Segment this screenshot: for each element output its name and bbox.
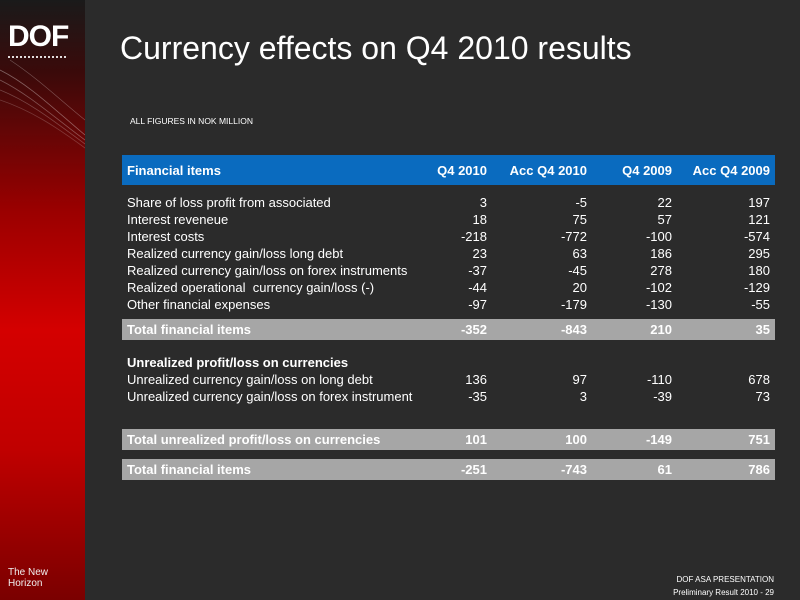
row-label: Realized operational currency gain/loss … (127, 280, 375, 295)
row-label: Unrealized currency gain/loss on forex i… (127, 389, 413, 404)
spacer-row (122, 450, 775, 459)
cell-value: -179 (560, 297, 587, 312)
cell-value: 75 (572, 212, 587, 227)
cell-value: 121 (748, 212, 770, 227)
column-header: Acc Q4 2010 (509, 162, 587, 178)
column-header: Financial items (127, 162, 221, 178)
column-header: Acc Q4 2009 (692, 162, 770, 178)
cell-value: -102 (645, 280, 672, 295)
row-label: Interest reveneue (127, 212, 229, 227)
table-row: Share of loss profit from associated 3 -… (122, 194, 775, 211)
cell-value: -110 (646, 372, 672, 387)
cell-value: -97 (468, 297, 487, 312)
cell-value: -352 (460, 322, 487, 337)
cell-value: -574 (743, 229, 770, 244)
cell-value: 35 (755, 322, 770, 337)
cell-value: 97 (572, 372, 587, 387)
cell-value: -130 (645, 297, 672, 312)
cell-value: 295 (748, 246, 770, 261)
cell-value: -843 (560, 322, 587, 337)
row-label: Total financial items (127, 462, 252, 477)
table-row: Realized currency gain/loss on forex ins… (122, 262, 775, 279)
row-label: Interest costs (127, 229, 205, 244)
cell-value: 751 (748, 432, 770, 447)
cell-value: 57 (657, 212, 672, 227)
cell-value: 23 (472, 246, 487, 261)
section-heading-row: Unrealized profit/loss on currencies (122, 354, 775, 371)
spacer-row (122, 405, 775, 429)
logo-text: DOF (8, 20, 69, 53)
cell-value: -743 (560, 462, 587, 477)
cell-value: -100 (645, 229, 672, 244)
sidebar-band: DOF The New Horizon (0, 0, 85, 600)
table-row: Interest reveneue 18 75 57 121 (122, 211, 775, 228)
cell-value: -5 (575, 195, 587, 210)
column-header: Q4 2010 (437, 162, 487, 178)
units-note: ALL FIGURES IN NOK MILLION (130, 116, 253, 126)
cell-value: 101 (465, 432, 487, 447)
cell-value: 100 (565, 432, 587, 447)
cell-value: 73 (755, 389, 770, 404)
row-label: Other financial expenses (127, 297, 271, 312)
cell-value: 3 (479, 195, 487, 210)
footer-page-label: Preliminary Result 2010 - 29 (673, 588, 774, 597)
table-row: Unrealized currency gain/loss on forex i… (122, 388, 775, 405)
cell-value: 678 (748, 372, 770, 387)
cell-value: 197 (748, 195, 770, 210)
cell-value: 186 (650, 246, 672, 261)
wave-graphic (0, 59, 85, 149)
spacer-row (122, 185, 775, 194)
cell-value: -35 (468, 389, 487, 404)
company-logo: DOF (8, 22, 78, 62)
row-label: Total unrealized profit/loss on currenci… (127, 432, 381, 447)
financial-table: Financial items Q4 2010 Acc Q4 2010 Q4 2… (122, 155, 775, 480)
cell-value: -149 (645, 432, 672, 447)
logo-underline (8, 56, 66, 62)
row-label: Unrealized currency gain/loss on long de… (127, 372, 373, 387)
total-financial-row: Total financial items -352 -843 210 35 (122, 319, 775, 340)
row-label: Share of loss profit from associated (127, 195, 331, 210)
cell-value: -218 (460, 229, 487, 244)
table-row: Unrealized currency gain/loss on long de… (122, 371, 775, 388)
table-row: Other financial expenses -97 -179 -130 -… (122, 296, 775, 313)
total-unrealized-row: Total unrealized profit/loss on currenci… (122, 429, 775, 450)
cell-value: -55 (751, 297, 770, 312)
tagline: The New Horizon (8, 567, 49, 589)
cell-value: -129 (743, 280, 770, 295)
table-row: Realized operational currency gain/loss … (122, 279, 775, 296)
row-label: Realized currency gain/loss on forex ins… (127, 263, 408, 278)
cell-value: -39 (653, 389, 672, 404)
row-label: Total financial items (127, 322, 252, 337)
cell-value: 3 (579, 389, 587, 404)
cell-value: 20 (572, 280, 587, 295)
page-title: Currency effects on Q4 2010 results (120, 30, 632, 66)
cell-value: -772 (560, 229, 587, 244)
cell-value: -251 (460, 462, 487, 477)
cell-value: 210 (650, 322, 672, 337)
cell-value: 278 (650, 263, 672, 278)
table-header-row: Financial items Q4 2010 Acc Q4 2010 Q4 2… (122, 155, 775, 185)
cell-value: 61 (657, 462, 672, 477)
cell-value: 786 (748, 462, 770, 477)
cell-value: 63 (572, 246, 587, 261)
spacer-row (122, 340, 775, 354)
row-label: Realized currency gain/loss long debt (127, 246, 344, 261)
cell-value: 136 (465, 372, 487, 387)
section-heading: Unrealized profit/loss on currencies (127, 355, 349, 370)
cell-value: -37 (468, 263, 487, 278)
table-row: Realized currency gain/loss long debt 23… (122, 245, 775, 262)
table-row: Interest costs -218 -772 -100 -574 (122, 228, 775, 245)
cell-value: 22 (657, 195, 672, 210)
column-header: Q4 2009 (622, 162, 672, 178)
cell-value: -45 (568, 263, 587, 278)
footer-presentation-label: DOF ASA PRESENTATION (676, 575, 775, 584)
cell-value: 18 (472, 212, 487, 227)
cell-value: -44 (468, 280, 487, 295)
cell-value: 180 (748, 263, 770, 278)
grand-total-row: Total financial items -251 -743 61 786 (122, 459, 775, 480)
